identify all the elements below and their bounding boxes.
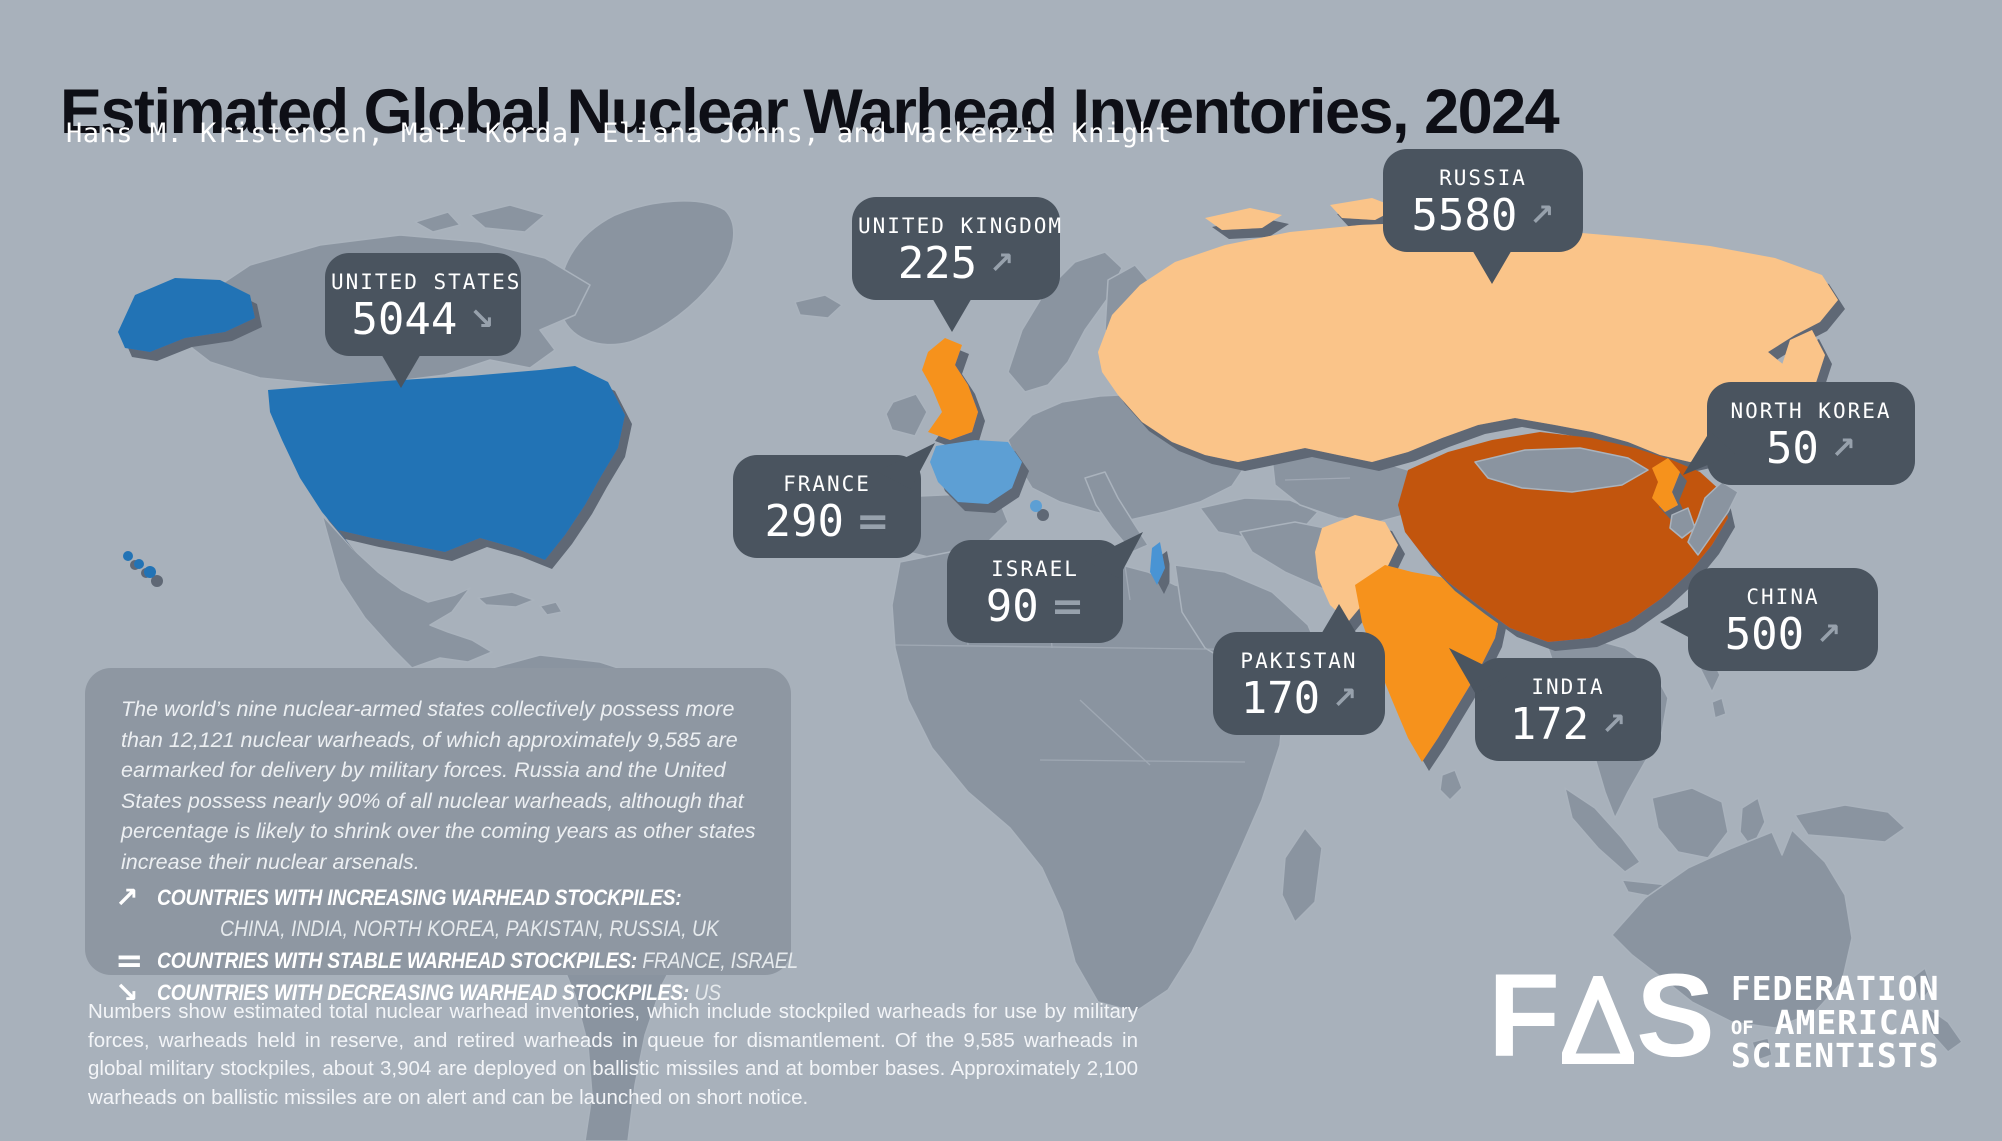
legend-countries-increasing: CHINA, INDIA, NORTH KOREA, PAKISTAN, RUS… xyxy=(220,915,719,941)
callout-value: 225 xyxy=(897,238,978,289)
country-india xyxy=(1355,565,1502,762)
country-france xyxy=(930,440,1042,512)
callout-country-label: RUSSIA xyxy=(1439,166,1527,190)
callout-country-label: CHINA xyxy=(1746,585,1820,609)
callout-india: INDIA 172 ↗ xyxy=(1449,648,1661,761)
callout-country-label: NORTH KOREA xyxy=(1730,399,1892,423)
fas-logo: F S FEDERATION OF AMERICAN SCIENTISTS xyxy=(1488,950,1942,1082)
landmass-overlay xyxy=(1474,447,1753,556)
callout-value: 90 xyxy=(985,581,1039,632)
callout-united-kingdom: UNITED KINGDOM 225 ↗ xyxy=(852,197,1064,332)
country-pakistan xyxy=(1315,515,1398,622)
country-china xyxy=(1398,432,1728,642)
callout-country-label: ISRAEL xyxy=(991,557,1079,581)
fas-wordmark-line1: FEDERATION xyxy=(1730,969,1940,1008)
fas-wordmark-american: AMERICAN xyxy=(1774,1002,1942,1042)
callout-pointer xyxy=(379,352,422,388)
legend-label: COUNTRIES WITH STABLE WARHEAD STOCKPILES… xyxy=(157,947,637,973)
page-title: Estimated Global Nuclear Warhead Invento… xyxy=(60,77,1560,148)
increase-arrow-icon: ↗ xyxy=(115,881,139,915)
callout-north-korea: NORTH KOREA 50 ↗ xyxy=(1683,382,1915,485)
callout-pakistan: PAKISTAN 170 ↗ xyxy=(1213,604,1385,735)
callout-value: 500 xyxy=(1724,609,1805,660)
trend-down-icon: ↘ xyxy=(469,302,495,337)
callout-united-states: UNITED STATES 5044 ↘ xyxy=(325,253,522,388)
fas-wordmark-of: OF xyxy=(1730,1016,1754,1039)
equals-icon: = xyxy=(115,940,144,981)
callout-pointer xyxy=(1660,605,1692,640)
legend-countries-stable: FRANCE, ISRAEL xyxy=(642,947,798,973)
fas-letter-f: F xyxy=(1488,950,1560,1082)
decrease-arrow-icon: ↘ xyxy=(115,976,139,1010)
callout-country-label: FRANCE xyxy=(783,472,871,496)
summary-infobox: The world’s nine nuclear-armed states co… xyxy=(85,668,798,1008)
methodology-footnote: Numbers show estimated total nuclear war… xyxy=(88,1000,1138,1110)
equals-icon: = xyxy=(1050,584,1085,630)
callout-country-label: INDIA xyxy=(1531,675,1605,699)
legend-row-increasing: ↗ COUNTRIES WITH INCREASING WARHEAD STOC… xyxy=(115,881,757,915)
callout-value: 5044 xyxy=(351,294,458,345)
delta-triangle-icon xyxy=(1562,976,1635,1064)
country-united-states xyxy=(118,278,625,578)
callout-country-label: UNITED KINGDOM xyxy=(858,214,1064,238)
fas-acronym: F S xyxy=(1488,950,1715,1082)
callout-value: 170 xyxy=(1240,673,1321,724)
fas-wordmark-line3: SCIENTISTS xyxy=(1730,1036,1940,1076)
legend-row-decreasing: ↘ COUNTRIES WITH DECREASING WARHEAD STOC… xyxy=(115,978,757,1009)
callout-france: FRANCE 290 = xyxy=(733,443,935,558)
summary-paragraph: The world’s nine nuclear-armed states co… xyxy=(121,697,756,874)
country-north-korea xyxy=(1652,458,1680,512)
callout-value: 5580 xyxy=(1411,190,1518,241)
callout-russia: RUSSIA 5580 ↗ xyxy=(1383,149,1583,284)
trend-up-icon: ↗ xyxy=(989,246,1015,281)
callout-value: 290 xyxy=(764,496,844,547)
callout-pointer xyxy=(1471,248,1513,284)
trend-up-icon: ↗ xyxy=(1830,431,1857,466)
callout-pointer xyxy=(931,296,974,332)
callout-country-label: UNITED STATES xyxy=(331,270,522,294)
trend-up-icon: ↗ xyxy=(1816,617,1842,652)
equals-icon: = xyxy=(855,499,890,545)
trend-up-icon: ↗ xyxy=(1601,707,1627,742)
callout-china: CHINA 500 ↗ xyxy=(1660,568,1878,671)
country-israel xyxy=(1150,542,1165,585)
fas-wordmark: FEDERATION OF AMERICAN SCIENTISTS xyxy=(1731,972,1942,1073)
callout-country-label: PAKISTAN xyxy=(1240,649,1358,673)
trend-up-icon: ↗ xyxy=(1332,681,1358,716)
country-united-kingdom xyxy=(922,338,978,440)
fas-wordmark-line2: OF AMERICAN xyxy=(1730,1002,1942,1042)
fas-letter-s: S xyxy=(1636,950,1715,1082)
authors-line: Hans M. Kristensen, Matt Korda, Eliana J… xyxy=(66,118,1172,149)
callout-value: 50 xyxy=(1765,423,1819,474)
callout-pointer xyxy=(1319,604,1358,636)
callout-value: 172 xyxy=(1509,699,1590,750)
legend-countries-decreasing: US xyxy=(694,980,721,1006)
legend-label: COUNTRIES WITH INCREASING WARHEAD STOCKP… xyxy=(157,885,682,911)
legend-row-stable: = COUNTRIES WITH STABLE WARHEAD STOCKPIL… xyxy=(115,940,798,981)
trend-up-icon: ↗ xyxy=(1529,198,1555,233)
callout-israel: ISRAEL 90 = xyxy=(947,532,1143,643)
legend-label: COUNTRIES WITH DECREASING WARHEAD STOCKP… xyxy=(157,980,690,1006)
